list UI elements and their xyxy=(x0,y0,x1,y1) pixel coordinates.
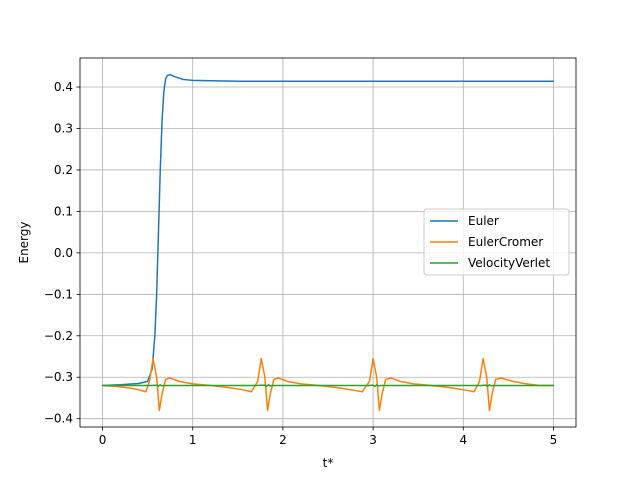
x-tick-label: 5 xyxy=(550,433,558,447)
legend: Euler EulerCromer VelocityVerlet xyxy=(423,208,570,276)
y-tick-label: −0.2 xyxy=(44,329,73,343)
series-line-velocityverlet xyxy=(101,383,555,388)
legend-label-eulercromer: EulerCromer xyxy=(468,235,543,249)
y-axis-label: Energy xyxy=(17,221,31,263)
legend-box xyxy=(423,208,570,276)
y-tick-label: −0.4 xyxy=(44,412,73,426)
y-tick-label: 0.4 xyxy=(54,80,73,94)
x-tick-label: 4 xyxy=(459,433,467,447)
legend-label-velocityverlet: VelocityVerlet xyxy=(468,256,550,270)
legend-label-euler: Euler xyxy=(468,214,499,228)
y-tick-label: 0.2 xyxy=(54,163,73,177)
x-tick-label: 0 xyxy=(99,433,107,447)
y-tick-label: 0.0 xyxy=(54,246,73,260)
x-tick-label: 2 xyxy=(279,433,287,447)
series-layer xyxy=(101,73,555,412)
x-tick-label: 1 xyxy=(189,433,197,447)
y-tick-label: 0.3 xyxy=(54,121,73,135)
y-tick-label: −0.1 xyxy=(44,287,73,301)
x-tick-label: 3 xyxy=(369,433,377,447)
y-tick-label: −0.3 xyxy=(44,370,73,384)
x-axis-label: t* xyxy=(323,456,334,470)
y-tick-label: 0.1 xyxy=(54,204,73,218)
axis-ticks: 0 1 2 3 4 5 −0.4 −0.3 −0.2 −0.1 0.0 0.1 0.2 0.3 0.4 xyxy=(44,80,557,447)
plot-frame xyxy=(79,57,577,428)
